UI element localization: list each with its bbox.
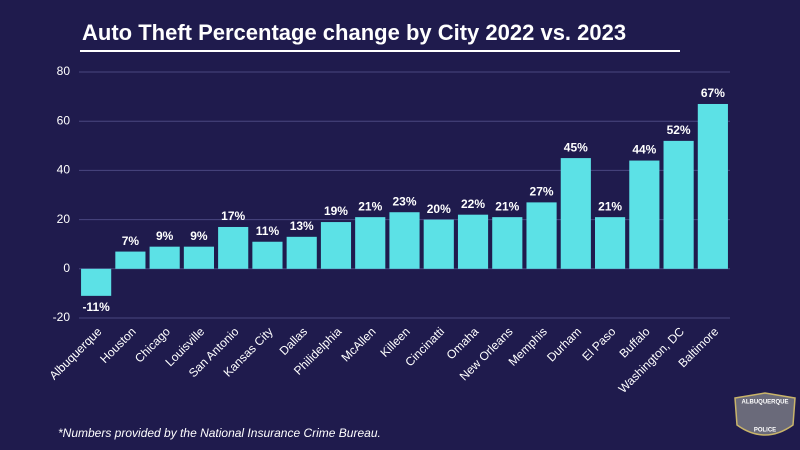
- bar: [355, 217, 386, 269]
- data-label: 22%: [461, 197, 485, 211]
- y-tick-label: -20: [53, 310, 71, 324]
- data-label: -11%: [82, 300, 110, 314]
- bar: [81, 268, 112, 296]
- data-label: 9%: [190, 229, 208, 243]
- data-label: 13%: [290, 219, 314, 233]
- footnote: *Numbers provided by the National Insura…: [58, 426, 381, 440]
- chart-title: Auto Theft Percentage change by City 202…: [82, 20, 626, 45]
- bar: [697, 103, 728, 269]
- data-label: 21%: [598, 199, 622, 213]
- bar: [149, 246, 180, 269]
- data-label: 27%: [530, 185, 554, 199]
- bar: [526, 202, 557, 269]
- bar: [423, 219, 454, 269]
- bar: [218, 226, 249, 269]
- y-tick-label: 60: [57, 113, 71, 127]
- data-label: 44%: [632, 143, 656, 157]
- bar: [252, 241, 283, 269]
- y-tick-label: 0: [63, 261, 70, 275]
- y-tick-label: 40: [57, 163, 71, 177]
- bar: [595, 217, 626, 269]
- data-label: 19%: [324, 204, 348, 218]
- data-label: 21%: [495, 199, 519, 213]
- bar: [389, 212, 420, 269]
- data-label: 9%: [156, 229, 174, 243]
- data-label: 23%: [392, 194, 416, 208]
- bar: [183, 246, 214, 269]
- data-label: 7%: [122, 234, 140, 248]
- badge-shape: [734, 392, 796, 436]
- bar: [663, 140, 694, 269]
- badge: ALBUQUERQUE POLICE: [734, 392, 796, 436]
- data-label: 52%: [667, 123, 691, 137]
- y-tick-label: 20: [57, 212, 71, 226]
- badge-bottom: POLICE: [754, 428, 776, 434]
- bar: [115, 251, 146, 269]
- bar: [320, 222, 352, 269]
- data-label: 17%: [221, 209, 245, 223]
- bar: [560, 158, 591, 269]
- y-tick-label: 80: [57, 64, 71, 78]
- data-label: 21%: [358, 199, 382, 213]
- data-label: 67%: [701, 86, 725, 100]
- bar: [492, 217, 523, 269]
- bar: [629, 160, 660, 269]
- badge-top: ALBUQUERQUE: [741, 400, 788, 406]
- data-label: 11%: [256, 224, 280, 238]
- data-label: 20%: [427, 202, 451, 216]
- bar: [457, 214, 489, 269]
- data-label: 45%: [564, 140, 588, 154]
- bar: [286, 236, 317, 269]
